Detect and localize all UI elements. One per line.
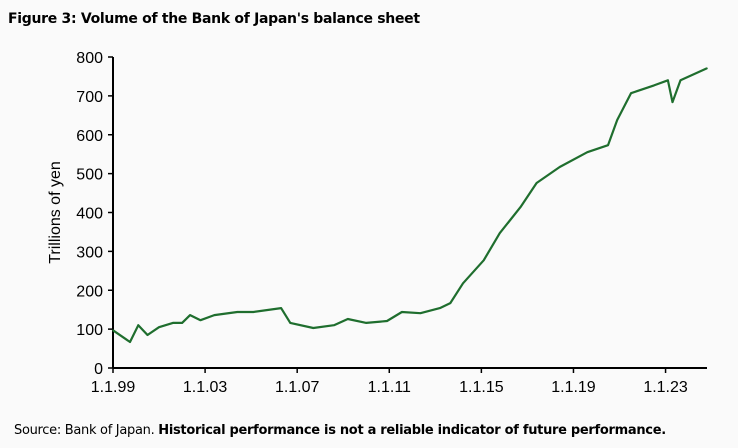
data-point xyxy=(312,327,315,329)
data-point xyxy=(482,259,485,262)
data-point xyxy=(616,119,619,121)
data-point xyxy=(129,341,131,343)
data-point xyxy=(333,324,335,327)
x-tick-label: 1.1.03 xyxy=(183,379,228,396)
x-tick-label: 1.1.11 xyxy=(368,379,411,396)
data-point xyxy=(386,320,388,322)
data-point xyxy=(449,302,452,304)
data-point xyxy=(653,84,655,87)
data-point xyxy=(289,322,292,324)
data-point xyxy=(137,324,140,327)
data-point xyxy=(419,312,422,314)
data-point xyxy=(462,282,464,285)
y-tick-label: 500 xyxy=(76,167,103,184)
data-point xyxy=(236,311,239,313)
disclaimer-text: Historical performance is not a reliable… xyxy=(158,423,666,438)
source-note: Source: Bank of Japan. Historical perfor… xyxy=(14,423,666,438)
data-point xyxy=(181,322,183,324)
data-point xyxy=(158,326,160,328)
data-point xyxy=(535,182,538,184)
data-point xyxy=(189,314,191,316)
data-point xyxy=(199,319,202,321)
data-point xyxy=(347,318,349,320)
data-point xyxy=(280,307,282,309)
data-point xyxy=(365,322,368,324)
y-tick-label: 200 xyxy=(76,283,103,300)
data-point xyxy=(607,144,609,147)
x-tick-label: 1.1.07 xyxy=(275,379,320,396)
y-tick-label: 0 xyxy=(94,361,103,378)
data-point xyxy=(630,92,632,94)
y-tick-label: 600 xyxy=(76,128,103,145)
data-point xyxy=(401,311,403,313)
source-text: Source: Bank of Japan. xyxy=(14,423,159,438)
y-tick-label: 400 xyxy=(76,206,103,223)
data-point xyxy=(439,307,441,309)
y-axis-label: Trillions of yen xyxy=(47,161,64,264)
x-tick-label: 1.1.99 xyxy=(91,379,136,396)
data-point xyxy=(112,329,114,332)
data-point xyxy=(172,322,174,324)
data-point xyxy=(519,206,522,208)
x-tick-label: 1.1.15 xyxy=(459,379,504,396)
balance-sheet-line xyxy=(112,67,708,344)
y-tick-label: 800 xyxy=(76,50,103,67)
data-point xyxy=(706,67,708,70)
data-point xyxy=(213,314,216,316)
data-point xyxy=(498,232,501,234)
x-tick-label: 1.1.19 xyxy=(551,379,596,396)
y-tick-label: 700 xyxy=(76,89,103,106)
data-point xyxy=(679,79,682,82)
data-point xyxy=(667,79,669,82)
data-point xyxy=(146,334,149,336)
data-point xyxy=(558,166,561,168)
x-tick-label: 1.1.23 xyxy=(643,379,688,396)
data-point xyxy=(671,101,674,103)
y-tick-label: 300 xyxy=(76,244,103,261)
data-point xyxy=(252,311,255,313)
y-tick-label: 100 xyxy=(76,322,103,339)
chart-title: Figure 3: Volume of the Bank of Japan's … xyxy=(8,11,420,27)
data-point xyxy=(586,151,589,154)
